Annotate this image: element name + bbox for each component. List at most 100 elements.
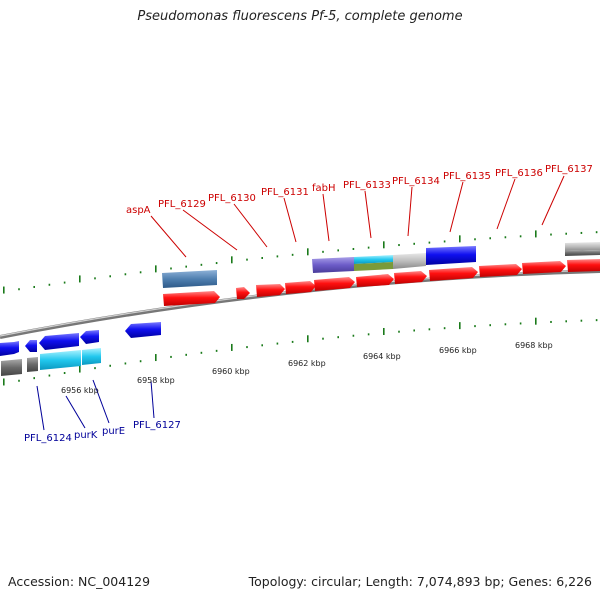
reverse-gene-labels: PFL_6124 purK purE PFL_6127 [24, 420, 181, 444]
reverse-label-leaders [36, 379, 155, 431]
feature-block [1, 359, 22, 376]
scale-label: 6962 kbp [288, 359, 326, 368]
minor-tick [398, 330, 400, 333]
minor-tick [200, 263, 203, 266]
major-tick [231, 343, 233, 351]
reverse-gene-track [0, 322, 161, 356]
minor-tick [246, 346, 248, 349]
major-tick [383, 327, 385, 335]
minor-tick [139, 271, 142, 274]
minor-tick [109, 364, 111, 367]
minor-tick [246, 258, 248, 261]
minor-tick [322, 337, 324, 340]
minor-tick [18, 379, 20, 382]
minor-tick [565, 320, 567, 323]
major-tick [3, 286, 5, 294]
gene-label-PFL_6133: PFL_6133 [343, 180, 391, 191]
feature-block [162, 270, 217, 288]
gene-label-aspA: aspA [126, 205, 151, 216]
gene-label-PFL_6135: PFL_6135 [443, 171, 491, 182]
minor-tick [504, 236, 507, 239]
forward-gene-arrow [285, 281, 316, 294]
minor-tick [215, 262, 218, 265]
minor-tick [276, 255, 279, 258]
minor-tick [580, 319, 583, 322]
gene-label-purK: purK [74, 430, 98, 441]
gene-label-PFL_6124: PFL_6124 [24, 433, 72, 444]
gene-label-PFL_6137: PFL_6137 [545, 164, 593, 175]
major-tick [535, 317, 537, 325]
feature-block [565, 250, 600, 256]
gene-label-PFL_6129: PFL_6129 [158, 199, 206, 210]
feature-block [82, 348, 101, 365]
genome-backbone-highlight [0, 269, 600, 337]
minor-tick [428, 328, 431, 331]
major-tick [307, 248, 309, 256]
minor-tick [261, 344, 263, 347]
minor-tick [489, 324, 491, 327]
minor-tick [398, 244, 400, 247]
scale-label: 6968 kbp [515, 341, 553, 350]
minor-tick [139, 360, 142, 363]
minor-tick [48, 374, 51, 377]
forward-gene-arrow [236, 287, 250, 299]
feature-block [354, 262, 393, 271]
scale-label: 6966 kbp [439, 346, 477, 355]
major-tick [155, 265, 157, 273]
minor-tick [337, 336, 339, 339]
minor-tick [352, 334, 355, 337]
forward-gene-arrow [429, 267, 478, 281]
forward-gene-arrow [256, 284, 285, 297]
major-tick [231, 256, 233, 264]
feature-block [27, 357, 38, 372]
feature-block [565, 242, 600, 251]
minor-tick [413, 242, 415, 245]
minor-tick [94, 367, 96, 370]
minor-tick [261, 256, 263, 259]
feature-block [312, 257, 354, 273]
minor-tick [33, 377, 35, 380]
minor-tick [124, 273, 127, 276]
minor-tick [519, 322, 522, 325]
minor-tick [185, 265, 187, 268]
major-tick [79, 365, 81, 373]
minor-tick [474, 325, 476, 328]
major-tick [459, 235, 461, 243]
reverse-gene-arrow [80, 330, 99, 344]
minor-tick [63, 281, 66, 284]
minor-tick [215, 349, 218, 352]
major-tick [383, 241, 385, 249]
gene-label-PFL_6136: PFL_6136 [495, 168, 543, 179]
minor-tick [519, 235, 522, 238]
forward-gene-arrow [314, 277, 355, 291]
minor-tick [595, 319, 598, 322]
minor-tick [170, 355, 172, 358]
minor-tick [200, 351, 203, 354]
forward-gene-track [163, 259, 600, 306]
minor-tick [124, 362, 127, 365]
minor-tick [443, 327, 446, 330]
feature-track-lower [1, 348, 101, 376]
inner-tick-track [3, 317, 598, 386]
minor-tick [550, 320, 552, 323]
minor-tick [367, 246, 370, 249]
major-tick [535, 230, 537, 238]
forward-gene-arrow [479, 264, 522, 277]
scale-label: 6958 kbp [137, 376, 175, 385]
minor-tick [595, 231, 598, 234]
minor-tick [367, 333, 370, 336]
reverse-gene-arrow [0, 341, 19, 356]
minor-tick [428, 241, 431, 244]
minor-tick [322, 250, 324, 253]
minor-tick [170, 267, 172, 270]
minor-tick [18, 288, 20, 291]
minor-tick [413, 329, 415, 332]
minor-tick [337, 249, 339, 252]
gene-label-PFL_6127: PFL_6127 [133, 420, 181, 431]
genome-summary-text: Topology: circular; Length: 7,074,893 bp… [248, 574, 592, 589]
scale-labels: 6956 kbp 6958 kbp 6960 kbp 6962 kbp 6964… [61, 341, 553, 395]
minor-tick [443, 240, 446, 243]
minor-tick [63, 372, 66, 375]
scale-label: 6960 kbp [212, 367, 250, 376]
